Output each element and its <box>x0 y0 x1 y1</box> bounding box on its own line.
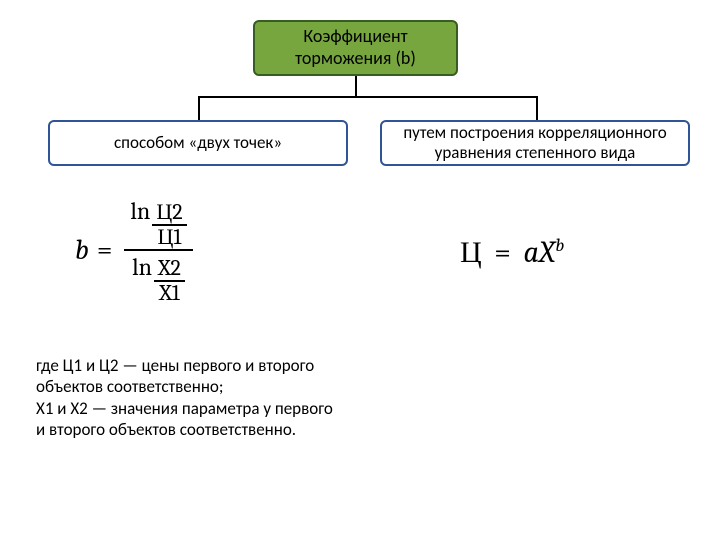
formula-left-numerator: ln Ц2 Ц1 <box>124 195 192 249</box>
connector-stem <box>355 76 357 98</box>
desc-line1: где Ц1 и Ц2 — цены первого и второго <box>36 355 366 376</box>
inner-bot-den: X1 <box>155 282 184 305</box>
formula-left: b = ln Ц2 Ц1 ln X2 X1 <box>75 195 197 305</box>
ln-bot: ln <box>132 253 152 281</box>
formula-right-exp: b <box>555 235 564 256</box>
formula-right-a: a <box>524 235 539 270</box>
right-branch-label: путем построения корреляционного уравнен… <box>388 123 682 162</box>
inner-frac-bot: X2 X1 <box>154 257 185 305</box>
formula-left-eq: = <box>97 234 113 266</box>
desc-line2: объектов соответственно; <box>36 376 366 397</box>
formula-right: Ц = aXb <box>460 235 564 270</box>
left-branch-label: способом «двух точек» <box>114 133 282 153</box>
inner-top-den: Ц1 <box>154 226 186 249</box>
top-title-text: Коэффициент торможения (b) <box>255 26 456 69</box>
right-branch-box: путем построения корреляционного уравнен… <box>380 120 690 166</box>
formula-right-X: X <box>539 235 555 270</box>
formula-left-denominator: ln X2 X1 <box>126 251 191 305</box>
connector-hbar <box>198 96 538 98</box>
connector-right <box>536 96 538 120</box>
desc-line4: и второго объектов соответственно. <box>36 419 366 440</box>
inner-bot-num: X2 <box>154 257 185 280</box>
formula-left-lhs: b <box>75 234 89 266</box>
inner-top-num: Ц2 <box>152 201 186 224</box>
connector-left <box>198 96 200 120</box>
desc-line3: X1 и X2 — значения параметра у первого <box>36 398 366 419</box>
formula-right-lhs: Ц <box>460 235 482 270</box>
description-block: где Ц1 и Ц2 — цены первого и второго объ… <box>36 355 366 440</box>
inner-frac-top: Ц2 Ц1 <box>152 201 186 249</box>
ln-top: ln <box>130 197 150 225</box>
top-title-box: Коэффициент торможения (b) <box>253 20 458 76</box>
formula-right-eq: = <box>494 235 511 270</box>
formula-left-mainfrac: ln Ц2 Ц1 ln X2 X1 <box>124 195 192 305</box>
left-branch-box: способом «двух точек» <box>48 120 348 166</box>
